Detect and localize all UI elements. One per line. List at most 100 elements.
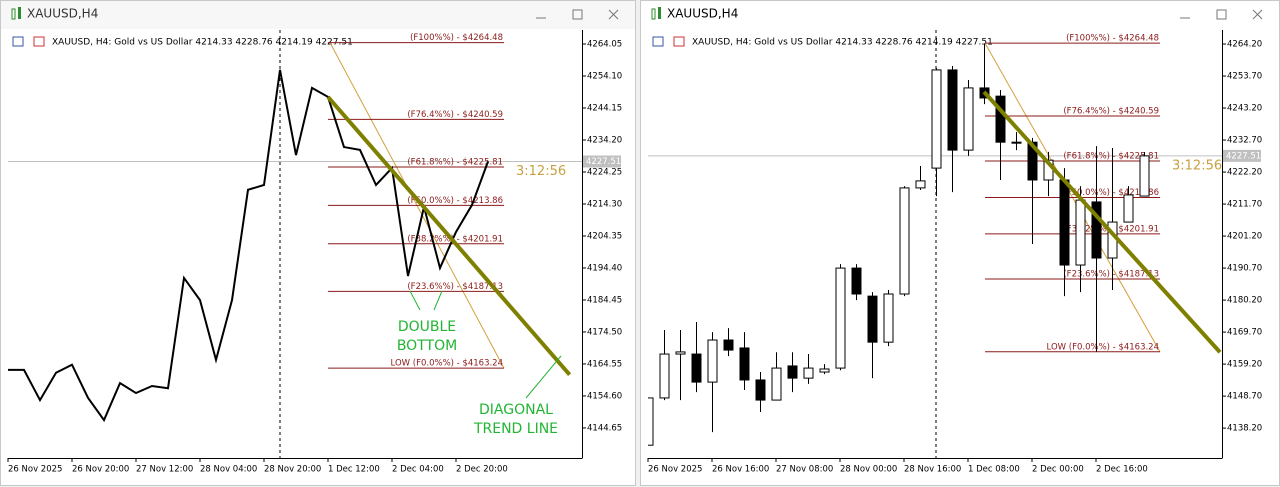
chart-window: XAUUSD,H4 XAUUSD, H4: Gold vs US Dollar 4… [640, 0, 1280, 486]
fib-label: (F100%%) - $4264.48 [1066, 34, 1159, 44]
chart-window: XAUUSD,H4 XAUUSD, H4: Gold vs US Dollar 4… [0, 0, 636, 486]
x-tick-label: 26 Nov 2025 [8, 465, 62, 475]
candle-body [883, 293, 894, 343]
candle-body [723, 339, 734, 351]
fib-label: (F23.6%%) - $4187.13 [1063, 269, 1159, 279]
x-tick-label: 26 Nov 20:00 [72, 465, 129, 475]
candle-body [771, 367, 782, 401]
candle-body [755, 379, 766, 401]
countdown: 3:12:56 [516, 164, 566, 179]
candle-body [1075, 199, 1086, 266]
y-tick-label: 4232.70 [1227, 136, 1262, 146]
window-title: XAUUSD,H4 [667, 7, 738, 21]
candle-body [995, 95, 1006, 143]
x-tick-label: 27 Nov 08:00 [776, 465, 833, 475]
candle-body [691, 353, 702, 383]
candle-body [931, 69, 942, 169]
fib-label: LOW (F0.0%%) - $4163.24 [391, 359, 503, 369]
y-tick-label: 4253.70 [1227, 72, 1262, 82]
plot-content: (F100%%) - $4264.48 (F76.4%%) - $4240.59 (… [8, 30, 582, 458]
window-icon [18, 7, 21, 19]
y-tick-label: 4138.20 [1227, 424, 1262, 434]
window-icon [658, 7, 661, 19]
x-tick-label: 1 Dec 08:00 [968, 465, 1020, 475]
plot-content: (F100%%) - $4264.48 (F76.4%%) - $4240.59 (… [648, 30, 1222, 458]
title-bar [1, 1, 635, 29]
y-tick-label: 4201.20 [1227, 232, 1262, 242]
candle-body [739, 347, 750, 381]
y-tick-label: 4224.25 [587, 167, 622, 177]
x-tick-label: 2 Dec 04:00 [392, 465, 444, 475]
y-tick-label: 4184.45 [587, 295, 622, 305]
y-tick-label: 4148.70 [1227, 392, 1262, 402]
x-tick-label: 26 Nov 2025 [648, 465, 702, 475]
candle-body [707, 339, 718, 383]
annotation-pointer [409, 290, 421, 311]
toolbar-icon [12, 36, 24, 47]
bid-label-box [1223, 149, 1261, 162]
candle-body [675, 351, 686, 355]
y-tick-label: 4169.70 [1227, 328, 1262, 338]
candle-body [819, 368, 830, 373]
candle-body [899, 187, 910, 295]
y-tick-label: 4264.20 [1227, 40, 1262, 50]
bid-label: 4227.51 [1226, 151, 1261, 161]
fib-label: (F38.2%%) - $4201.91 [407, 234, 503, 244]
window-icon [11, 8, 16, 20]
candle-body [963, 87, 974, 151]
window-title: XAUUSD,H4 [27, 7, 98, 21]
fib-label: (F100%%) - $4264.48 [410, 33, 503, 43]
candle-body [1091, 201, 1102, 259]
y-tick-label: 4159.20 [1227, 360, 1262, 370]
y-tick-label: 4234.20 [587, 135, 622, 145]
y-tick-label: 4243.20 [1227, 104, 1262, 114]
candle-body [1027, 141, 1038, 181]
x-tick-label: 2 Dec 00:00 [1032, 465, 1084, 475]
y-tick-label: 4174.50 [587, 327, 622, 337]
y-tick-label: 4190.70 [1227, 264, 1262, 274]
candle-body [835, 267, 846, 369]
candle-body [947, 69, 958, 151]
y-tick-label: 4204.35 [587, 231, 622, 241]
candle-body [1011, 141, 1022, 144]
fib-label: (F61.8%%) - $4225.81 [1063, 152, 1159, 162]
toolbar-icon [33, 36, 45, 47]
candle-body [803, 367, 814, 379]
maximize-button [572, 9, 583, 20]
candle-body [915, 180, 926, 189]
candle-body [1059, 179, 1070, 266]
annotation: DIAGONAL [479, 402, 553, 418]
y-tick-label: 4194.40 [587, 263, 622, 273]
fib-label: LOW (F0.0%%) - $4163.24 [1047, 342, 1159, 352]
annotation: BOTTOM [397, 338, 457, 354]
candle-body [1139, 155, 1150, 197]
x-tick-label: 1 Dec 12:00 [328, 465, 380, 475]
fib-label: (F50.0%%) - $4213.86 [407, 196, 503, 206]
fib-label: (F61.8%%) - $4225.81 [407, 157, 503, 167]
x-tick-label: 26 Nov 16:00 [712, 465, 769, 475]
close-button [1252, 9, 1263, 20]
y-tick-label: 4154.60 [587, 391, 622, 401]
candle-body [1123, 194, 1134, 223]
fib-label: (F76.4%%) - $4240.59 [407, 110, 503, 120]
toolbar-icon [652, 36, 664, 47]
y-tick-label: 4144.65 [587, 423, 622, 433]
y-tick-label: 4264.05 [587, 39, 622, 49]
candle-body [787, 365, 798, 379]
y-tick-label: 4254.10 [587, 71, 622, 81]
price-line [8, 69, 489, 423]
x-tick-label: 2 Dec 16:00 [1096, 465, 1148, 475]
fib-label: (F23.6%%) - $4187.13 [407, 282, 503, 292]
annotation: TREND LINE [473, 421, 558, 437]
title-bar [641, 1, 1279, 29]
trend-line [982, 90, 1222, 354]
x-tick-label: 28 Nov 20:00 [264, 465, 321, 475]
y-tick-label: 4244.15 [587, 103, 622, 113]
close-button [608, 9, 619, 20]
candle-body [648, 397, 654, 446]
y-tick-label: 4222.20 [1227, 168, 1262, 178]
annotation-pointer [525, 355, 562, 399]
annotation-pointer [433, 290, 443, 311]
candle-body [867, 295, 878, 343]
